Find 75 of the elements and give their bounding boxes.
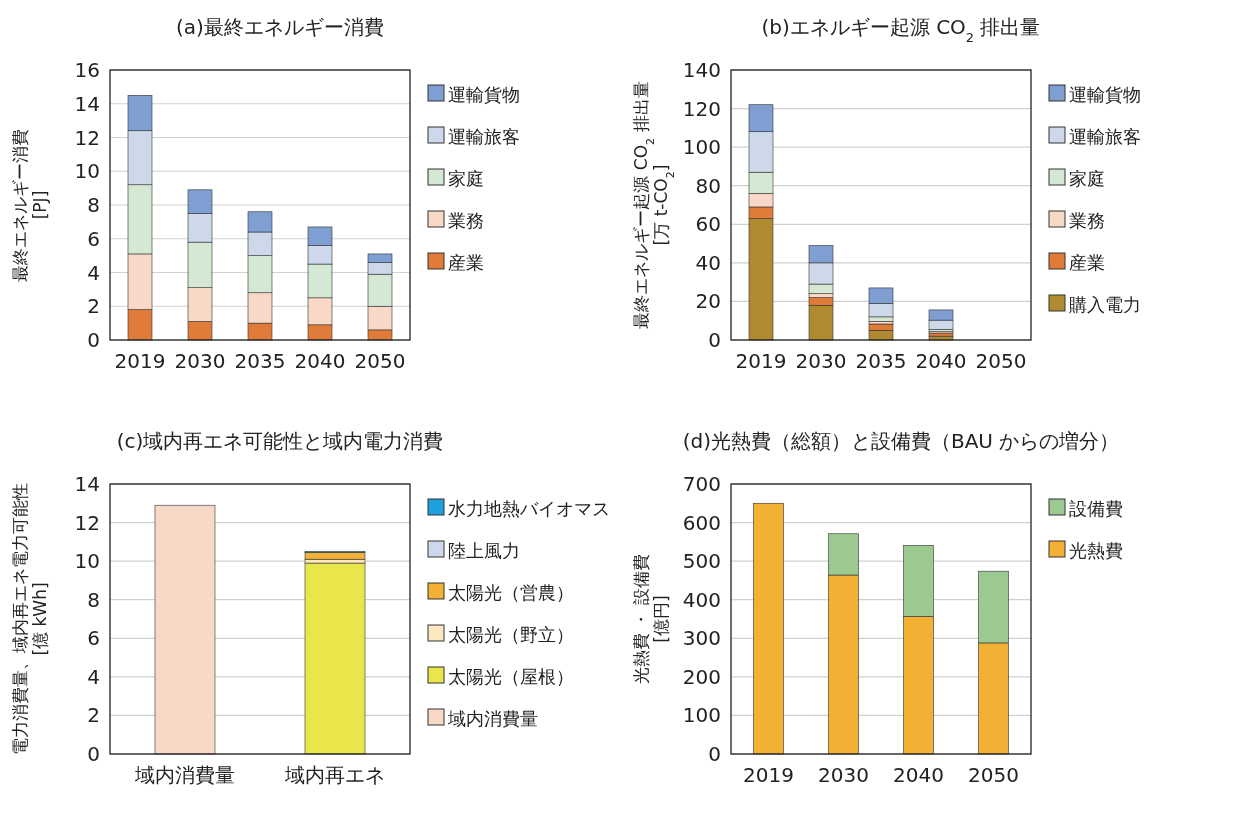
y-tick-label: 6 xyxy=(87,226,100,251)
legend-label: 光熱費 xyxy=(1069,540,1123,561)
y-tick-label: 600 xyxy=(682,510,721,535)
x-tick-label: 2019 xyxy=(114,349,166,373)
y-tick-label: 80 xyxy=(695,173,721,198)
y-tick-label: 8 xyxy=(87,587,100,612)
y-tick-label: 10 xyxy=(74,549,100,574)
legend-label: 水力地熱バイオマス xyxy=(448,498,610,519)
y-tick-label: 0 xyxy=(708,328,721,352)
y-tick-label: 20 xyxy=(695,289,721,314)
y-tick-label: 200 xyxy=(682,664,721,689)
x-tick-label: 2030 xyxy=(818,763,869,787)
y-tick-label: 400 xyxy=(682,587,721,612)
y-tick-label: 4 xyxy=(87,664,100,689)
y-tick-label: 120 xyxy=(682,96,721,121)
y-axis-title: 電力消費量、域内再エネ電力可能性 [億 kWh] xyxy=(10,483,50,755)
legend-label: 運輸貨物 xyxy=(448,84,520,105)
y-tick-label: 14 xyxy=(74,91,100,116)
legend-label: 運輸旅客 xyxy=(1069,126,1141,147)
x-tick-label: 域内再エネ xyxy=(284,763,385,787)
x-tick-label: 2035 xyxy=(855,349,907,373)
y-axis-title: 最終エネルギー消費 [PJ] xyxy=(10,128,50,282)
x-tick-label: 2019 xyxy=(743,763,794,787)
y-tick-label: 10 xyxy=(74,159,100,184)
legend-label: 太陽光（営農） xyxy=(448,582,574,603)
legend-label: 太陽光（野立） xyxy=(448,624,574,645)
legend-label: 業務 xyxy=(1069,210,1105,231)
x-tick-label: 2019 xyxy=(735,349,787,373)
legend-label: 太陽光（屋根） xyxy=(448,666,574,687)
y-tick-label: 60 xyxy=(695,212,721,237)
y-tick-label: 300 xyxy=(682,626,721,651)
legend-label: 域内消費量 xyxy=(447,708,538,729)
y-tick-label: 12 xyxy=(74,510,100,535)
x-tick-label: 2040 xyxy=(294,349,346,373)
y-tick-label: 8 xyxy=(87,193,100,217)
legend-label: 購入電力 xyxy=(1069,294,1141,315)
chart-title: (b)エネルギー起源 CO$_{2}$ 排出量 xyxy=(761,15,1041,45)
y-tick-label: 0 xyxy=(708,742,721,766)
chart-title: (a)最終エネルギー消費 xyxy=(176,15,384,39)
x-tick-label: 2030 xyxy=(795,349,847,373)
y-tick-label: 16 xyxy=(74,58,100,82)
legend-label: 設備費 xyxy=(1069,498,1123,519)
x-tick-label: 2050 xyxy=(354,349,406,373)
y-tick-label: 0 xyxy=(87,742,100,766)
y-tick-label: 2 xyxy=(87,294,100,319)
legend-label: 運輸旅客 xyxy=(448,126,520,147)
y-tick-label: 2 xyxy=(87,703,100,728)
x-tick-label: 2040 xyxy=(893,763,944,787)
y-tick-label: 100 xyxy=(682,703,721,728)
y-tick-label: 14 xyxy=(74,472,100,496)
y-tick-label: 4 xyxy=(87,260,100,285)
chart-title: (d)光熱費（総額）と設備費（BAU からの増分） xyxy=(682,429,1120,453)
y-axis-title: 光熱費 ・ 設備費 [億円] xyxy=(631,554,671,684)
legend-label: 産業 xyxy=(448,252,484,273)
chart-title: (c)域内再エネ可能性と域内電力消費 xyxy=(116,429,444,453)
x-tick-label: 域内消費量 xyxy=(134,763,235,787)
legend-label: 家庭 xyxy=(448,168,484,189)
legend-label: 家庭 xyxy=(1069,168,1105,189)
legend-label: 産業 xyxy=(1069,252,1105,273)
y-tick-label: 500 xyxy=(682,549,721,574)
y-tick-label: 0 xyxy=(87,328,100,352)
x-tick-label: 2040 xyxy=(915,349,967,373)
legend-label: 運輸貨物 xyxy=(1069,84,1141,105)
y-tick-label: 40 xyxy=(695,250,721,275)
y-tick-label: 140 xyxy=(682,58,721,82)
x-tick-label: 2030 xyxy=(174,349,226,373)
x-tick-label: 2050 xyxy=(968,763,1019,787)
x-tick-label: 2035 xyxy=(234,349,286,373)
y-tick-label: 12 xyxy=(74,125,100,150)
y-tick-label: 700 xyxy=(682,472,721,496)
legend-label: 業務 xyxy=(448,210,484,231)
x-tick-label: 2050 xyxy=(975,349,1027,373)
y-tick-label: 6 xyxy=(87,626,100,651)
y-tick-label: 100 xyxy=(682,135,721,160)
legend-label: 陸上風力 xyxy=(448,540,520,561)
